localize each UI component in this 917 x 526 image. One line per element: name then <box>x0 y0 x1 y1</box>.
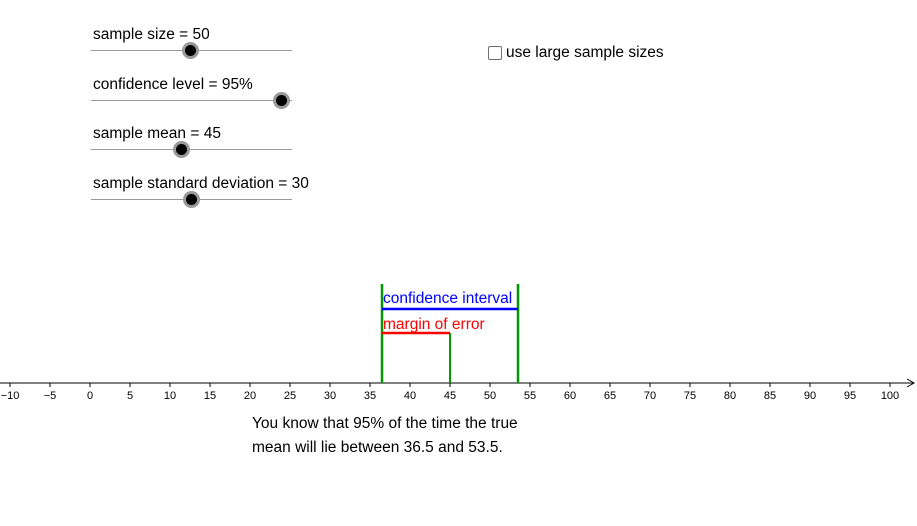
axis-tick-label: 100 <box>881 390 899 402</box>
large-sample-checkbox[interactable] <box>488 46 502 60</box>
margin-of-error-label: margin of error <box>383 316 485 333</box>
sample-std-dev-slider[interactable]: sample standard deviation = 30 <box>91 175 309 215</box>
axis-tick-label: 95 <box>844 390 856 402</box>
sample-size-slider[interactable]: sample size = 50 <box>91 26 292 66</box>
axis-tick-label: 25 <box>284 390 296 402</box>
sample-mean-slider[interactable]: sample mean = 45 <box>91 125 292 165</box>
large-sample-label: use large sample sizes <box>506 44 664 61</box>
result-caption: You know that 95% of the time the true m… <box>252 412 518 460</box>
axis-tick-label: 55 <box>524 390 536 402</box>
confidence-level-thumb[interactable] <box>273 92 291 109</box>
axis-tick-label: −5 <box>44 390 57 402</box>
sample-std-dev-thumb[interactable] <box>183 191 200 208</box>
axis-tick-label: 60 <box>564 390 576 402</box>
axis-arrow-icon <box>906 378 916 388</box>
axis-tick-label: 0 <box>87 390 93 402</box>
axis-tick-label: 30 <box>324 390 336 402</box>
axis-tick-label: 35 <box>364 390 376 402</box>
sample-size-thumb[interactable] <box>181 42 199 59</box>
sample-mean-label: sample mean = 45 <box>93 125 221 142</box>
axis-tick-label: 50 <box>484 390 496 402</box>
axis-tick-label: 45 <box>444 390 456 402</box>
axis-tick-label: 15 <box>204 390 216 402</box>
axis-tick-label: 40 <box>404 390 416 402</box>
axis-tick-label: 80 <box>724 390 736 402</box>
axis-ticks: −10 −5 0 5 10 15 20 25 30 35 40 45 50 55 60 65 70 75 80 85 9… <box>1 383 899 402</box>
sample-std-dev-label: sample standard deviation = 30 <box>93 175 309 192</box>
axis-tick-label: 10 <box>164 390 176 402</box>
sample-size-label: sample size = 50 <box>93 26 210 43</box>
axis-tick-label: −10 <box>1 390 20 402</box>
confidence-level-slider[interactable]: confidence level = 95% <box>91 76 292 116</box>
axis-tick-label: 85 <box>764 390 776 402</box>
slider-track[interactable] <box>91 149 292 150</box>
axis-tick-label: 65 <box>604 390 616 402</box>
interval-graphic: confidence interval margin of error <box>380 284 520 383</box>
axis-tick-label: 90 <box>804 390 816 402</box>
caption-line-1: You know that 95% of the time the true <box>252 415 518 432</box>
slider-track[interactable] <box>91 100 292 101</box>
confidence-level-label: confidence level = 95% <box>93 76 253 93</box>
large-sample-toggle[interactable]: use large sample sizes <box>488 44 664 62</box>
axis-tick-label: 70 <box>644 390 656 402</box>
axis-tick-label: 20 <box>244 390 256 402</box>
confidence-interval-label: confidence interval <box>383 290 512 307</box>
axis-tick-label: 75 <box>684 390 696 402</box>
axis-tick-label: 5 <box>127 390 133 402</box>
sample-mean-thumb[interactable] <box>172 141 190 158</box>
caption-line-2: mean will lie between 36.5 and 53.5. <box>252 439 503 456</box>
